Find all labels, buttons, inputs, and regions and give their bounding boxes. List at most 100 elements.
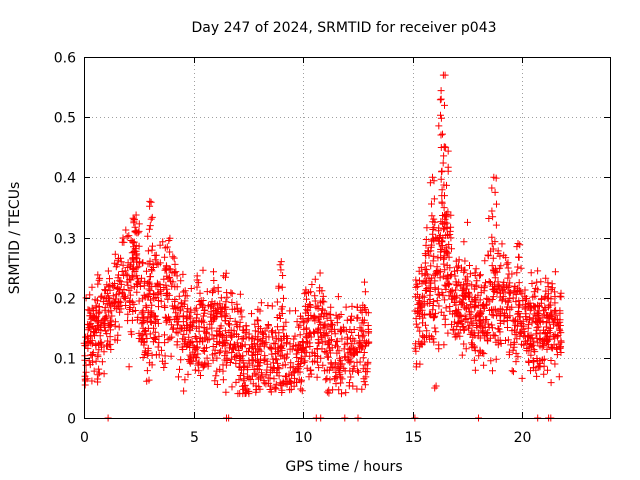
data-point [145, 278, 153, 286]
data-point [117, 278, 125, 286]
data-point [254, 357, 262, 365]
data-point [263, 324, 271, 332]
data-point [195, 327, 203, 335]
data-point [292, 307, 299, 315]
data-point [147, 273, 154, 281]
data-point [323, 353, 331, 361]
data-point [466, 310, 474, 318]
data-point [155, 332, 163, 340]
data-point [272, 380, 280, 388]
data-point [304, 303, 312, 310]
data-point [303, 317, 311, 325]
data-point [233, 339, 241, 347]
data-point [179, 346, 187, 353]
data-point [451, 333, 459, 341]
data-point [489, 266, 497, 274]
data-point [423, 224, 431, 232]
data-point [217, 322, 225, 330]
data-point [445, 280, 453, 288]
data-point [240, 370, 248, 378]
data-point [147, 198, 155, 206]
data-point [235, 363, 243, 371]
data-point [346, 358, 354, 366]
data-point [542, 334, 550, 342]
data-point [272, 345, 279, 353]
data-point [498, 240, 506, 248]
data-point [160, 275, 168, 283]
data-point [509, 346, 517, 354]
data-point [161, 352, 169, 360]
data-point [488, 262, 496, 270]
data-point [540, 355, 548, 363]
data-point [442, 275, 450, 283]
data-point [496, 336, 504, 344]
data-point [489, 367, 496, 375]
data-point [210, 277, 218, 284]
data-point [82, 368, 90, 376]
data-point [124, 310, 132, 318]
data-point [496, 309, 504, 317]
data-point [444, 271, 452, 279]
data-point [174, 318, 182, 326]
data-point [124, 317, 132, 325]
data-point [504, 259, 512, 267]
data-point [278, 283, 286, 291]
data-point [188, 337, 196, 345]
data-point [98, 343, 105, 351]
data-point [435, 122, 443, 130]
data-point [161, 359, 169, 367]
data-point [534, 267, 542, 275]
data-point [223, 293, 231, 301]
data-point [439, 71, 447, 79]
data-point [107, 307, 115, 315]
data-point [292, 350, 300, 358]
data-point [329, 321, 336, 329]
data-point [333, 373, 341, 381]
data-point [364, 322, 372, 329]
data-point [167, 352, 175, 360]
data-point [195, 358, 203, 366]
data-point [452, 257, 460, 265]
data-point [456, 297, 464, 305]
data-point [461, 257, 469, 265]
data-point [129, 273, 137, 281]
data-point [95, 365, 103, 373]
data-point [92, 314, 100, 322]
data-point [530, 358, 538, 366]
data-point [445, 281, 452, 289]
data-point [219, 376, 227, 384]
data-point [557, 349, 565, 356]
data-point [154, 289, 162, 297]
data-point [544, 283, 552, 291]
data-point [502, 254, 510, 262]
data-point [232, 359, 240, 367]
data-point [415, 267, 423, 275]
data-point [356, 343, 363, 351]
data-point [491, 274, 499, 282]
data-point [448, 320, 455, 328]
data-point [303, 338, 311, 346]
data-point [177, 356, 185, 364]
data-point [462, 314, 470, 322]
data-point [514, 284, 522, 292]
data-point [161, 304, 169, 311]
data-point [477, 271, 484, 279]
data-point [297, 360, 305, 367]
data-point [325, 311, 333, 319]
data-point [282, 353, 290, 361]
data-point [307, 333, 315, 341]
data-point [151, 328, 159, 336]
data-point [326, 337, 334, 345]
data-point [129, 238, 137, 246]
data-point [544, 366, 551, 374]
data-point [544, 290, 552, 298]
data-point [196, 338, 204, 345]
data-point [134, 313, 142, 321]
data-point [219, 339, 227, 347]
data-point [319, 306, 327, 314]
x-tick-label: 20 [514, 430, 532, 446]
data-point [547, 357, 555, 364]
data-point [358, 333, 366, 341]
data-point [301, 357, 309, 365]
data-point [243, 326, 251, 334]
